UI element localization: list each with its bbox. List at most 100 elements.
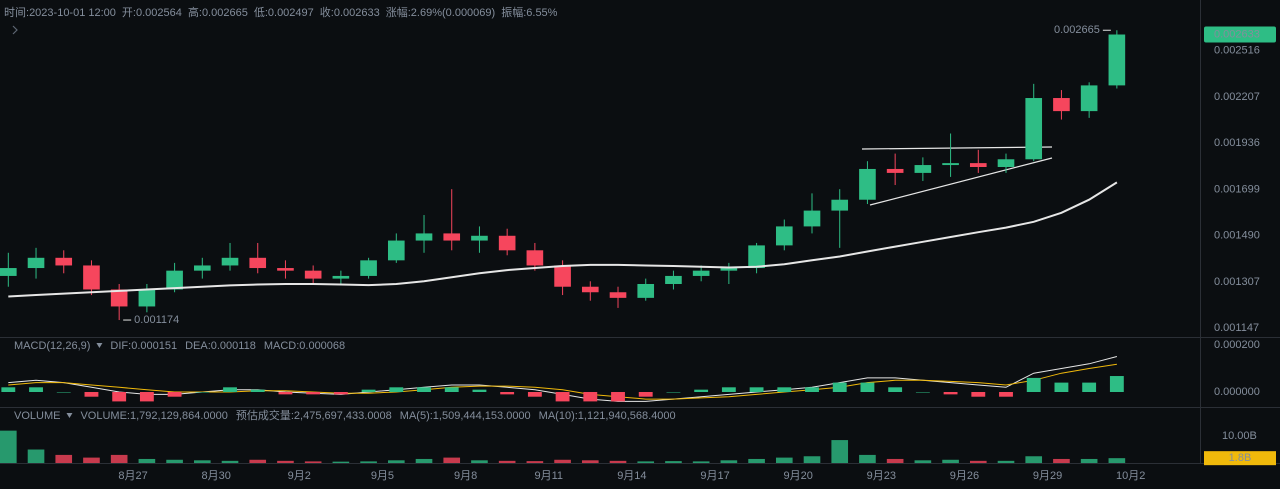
header-label: 开: [122, 7, 136, 19]
volume-bar [637, 461, 655, 463]
volume-bar [803, 456, 821, 463]
candle-body [831, 199, 849, 211]
header-label: 涨幅: [386, 6, 411, 19]
macd-bar [915, 392, 930, 393]
volume-bar [914, 460, 932, 463]
volume-bar [609, 460, 627, 463]
volume-bar [665, 461, 682, 463]
volume-bar [1080, 458, 1098, 463]
macd-bar [333, 392, 348, 395]
y-tick-label: 10.00B [1222, 430, 1257, 442]
macd-bar [56, 392, 71, 393]
header-label: 时间: [4, 6, 29, 19]
candle-body [997, 159, 1015, 168]
macd-bar [29, 387, 43, 393]
candle-body [166, 270, 183, 290]
header-label: 收: [320, 5, 334, 19]
x-tick-label: 9月2 [288, 470, 311, 482]
candle-body [581, 286, 599, 293]
x-tick-label: 9月29 [1033, 470, 1062, 482]
macd-bar [583, 392, 598, 402]
macd-bar [860, 382, 875, 393]
macd-bar [250, 389, 265, 393]
candle-body [304, 270, 322, 279]
volume-bar [277, 460, 294, 463]
macd-bar [112, 392, 127, 402]
x-tick-label: 9月17 [700, 470, 729, 482]
x-tick-label: 8月30 [201, 470, 230, 482]
candle-body [942, 163, 959, 166]
volume-bar [526, 461, 544, 463]
volume-bar [138, 458, 156, 463]
macd-bar [500, 392, 515, 395]
macd-bar [306, 392, 321, 395]
volume-badge [1204, 451, 1276, 466]
volume-bar [969, 460, 987, 463]
header-value: 0.002633 [334, 7, 380, 19]
volume-bar [1108, 458, 1126, 463]
volume-bar [1053, 458, 1070, 463]
x-tick-label: 9月11 [534, 470, 563, 482]
macd-bar [611, 392, 625, 402]
volume-bar [498, 460, 516, 463]
volume-bar [193, 460, 211, 463]
volume-bar [304, 461, 322, 463]
price-badge [1204, 26, 1276, 43]
y-tick-label: 0.001490 [1214, 230, 1260, 242]
volume-bar [166, 459, 183, 463]
max-label: 0.002665 [1054, 24, 1100, 36]
macd-bar [666, 392, 681, 393]
header-label: 高: [188, 5, 202, 19]
legend-entry: DIF:0.000151 [110, 340, 177, 352]
candle-body [692, 270, 710, 276]
volume-bar [55, 454, 73, 463]
min-label: 0.001174 [134, 314, 179, 326]
volume-bar [221, 460, 239, 463]
pane-title: VOLUME [14, 410, 60, 422]
volume-bar [581, 460, 599, 463]
candle-body [1108, 34, 1126, 86]
trend-line [861, 146, 1053, 150]
legend-entry: DEA:0.000118 [185, 340, 256, 352]
volume-bar [942, 459, 959, 463]
legend-entry: MA(10):1,121,940,568.4000 [539, 410, 676, 422]
macd-bar [555, 392, 570, 402]
header: 时间: 2023-10-01 12:00 开: 0.002564 高: 0.002665 低… [4, 5, 558, 19]
y-tick-label: 0.001147 [1214, 322, 1259, 334]
header-value: 0.002665 [202, 7, 248, 19]
candle-body [554, 265, 571, 287]
volume-bar [997, 460, 1015, 463]
x-tick-label: 8月27 [118, 470, 147, 482]
plot: 0.002516 0.002207 0.001936 0.001699 0.001490… [0, 24, 1276, 482]
y-tick-label: 0.002516 [1214, 44, 1260, 56]
macd-bar [527, 392, 542, 397]
macd-bar [139, 392, 154, 402]
header-label: 振幅: [501, 5, 526, 19]
legend-entry: 预估成交量:2,475,697,433.0008 [236, 408, 392, 422]
y-tick-label: 0.001699 [1214, 183, 1260, 195]
x-tick-label: 9月23 [867, 470, 896, 482]
candle-body [748, 245, 765, 269]
volume-bar [415, 458, 433, 463]
candle-body [1025, 98, 1043, 160]
volume-bar [360, 461, 377, 463]
expand-chevron[interactable] [12, 25, 18, 35]
candle-body [637, 283, 655, 298]
y-tick-label: 0.000000 [1214, 386, 1260, 398]
candle-body [138, 289, 156, 307]
dropdown [66, 413, 73, 418]
header-value: 2.69%(0.000069) [411, 7, 495, 19]
macd-bar [1082, 382, 1097, 393]
pane-title: MACD(12,26,9) [14, 340, 90, 352]
x-tick-label: 9月14 [617, 470, 646, 482]
macd-bar [999, 392, 1013, 397]
macd-bar [278, 392, 293, 395]
volume-badge-label: 1.8B [1229, 452, 1252, 464]
candle-body [526, 250, 544, 266]
y-tick-label: 0.001307 [1214, 276, 1260, 288]
volume-bar [748, 458, 765, 463]
volume-bar [83, 457, 100, 463]
volume-bar [1025, 456, 1043, 463]
macd-bar [1109, 376, 1124, 393]
